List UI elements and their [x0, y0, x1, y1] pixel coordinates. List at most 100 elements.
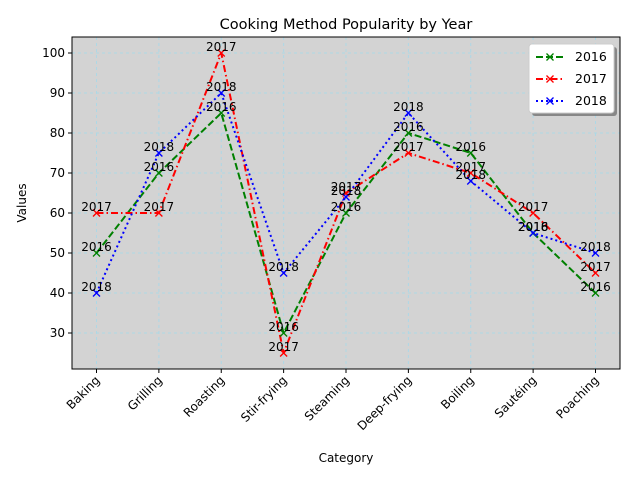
chart-title: Cooking Method Popularity by Year: [220, 17, 473, 33]
data-label-2017: 2017: [455, 160, 486, 174]
data-label-2016: 2016: [268, 320, 299, 334]
data-label-2018: 2018: [331, 184, 362, 198]
data-label-2016: 2016: [331, 200, 362, 214]
data-point-2018: [342, 193, 350, 201]
data-point-2016: [154, 169, 163, 177]
data-point-2018: [92, 289, 101, 297]
data-point-2018: [466, 177, 475, 185]
marker-stroke: [404, 149, 413, 157]
marker-stroke: [342, 209, 350, 217]
data-point-2017: [154, 209, 163, 217]
data-label-2017: 2017: [206, 40, 237, 54]
data-label-2018: 2018: [268, 260, 299, 274]
y-tick-label: 50: [50, 246, 65, 260]
legend-entry-2017: 2017: [575, 71, 607, 86]
marker-stroke: [466, 149, 475, 157]
x-tick-label: Baking: [64, 373, 103, 412]
data-point-2018: [154, 149, 163, 157]
data-point-2016: [92, 249, 101, 257]
marker-stroke: [154, 209, 163, 217]
marker-stroke: [217, 49, 226, 57]
y-tick-label: 70: [50, 166, 65, 180]
data-label-2017: 2017: [331, 180, 362, 194]
y-tick-label: 80: [50, 126, 65, 140]
data-label-2016: 2016: [393, 120, 424, 134]
y-tick-label: 100: [42, 46, 65, 60]
data-label-2018: 2018: [144, 140, 175, 154]
data-label-2016: 2016: [580, 280, 611, 294]
legend-marker: [546, 97, 554, 105]
data-label-2017: 2017: [580, 260, 611, 274]
legend-marker: [546, 53, 554, 61]
data-label-2016: 2016: [144, 160, 175, 174]
data-point-2018: [529, 229, 538, 237]
data-labels: 2016 2016 2016 2016 2016 2016 2016 2016 2016 2017…: [81, 40, 611, 354]
marker-stroke: [591, 269, 600, 277]
data-point-2017: [529, 209, 538, 217]
data-label-2017: 2017: [393, 140, 424, 154]
marker-stroke: [279, 329, 288, 337]
data-point-2017: [466, 169, 475, 177]
x-tick-label: Stir-frying: [238, 373, 290, 425]
data-label-2018: 2018: [580, 240, 611, 254]
legend: 2016 2017 2018: [528, 43, 617, 116]
legend-entry-2018: 2018: [575, 93, 607, 108]
x-tick-label: Steaming: [302, 373, 352, 423]
y-tick-label: 30: [50, 326, 65, 340]
marker-stroke: [591, 249, 600, 257]
marker-stroke: [404, 109, 413, 117]
x-tick-label: Sautéing: [492, 373, 540, 421]
marker-stroke: [591, 289, 600, 297]
data-point-2018: [217, 89, 226, 97]
data-label-2016: 2016: [81, 240, 112, 254]
y-tick-label: 60: [50, 206, 65, 220]
marker-stroke: [92, 289, 101, 297]
x-tick-label: Grilling: [125, 373, 165, 413]
y-tick-label: 90: [50, 86, 65, 100]
marker-stroke: [154, 149, 163, 157]
x-axis: Baking Grilling Roasting Stir-frying Steamin…: [64, 369, 602, 433]
y-axis: 30 40 50 60 70 80 90 100: [42, 46, 72, 340]
data-point-2018: [279, 269, 288, 277]
data-point-2017: [404, 149, 413, 157]
data-point-2016: [591, 289, 600, 297]
data-point-2016: [342, 209, 350, 217]
y-tick-label: 40: [50, 286, 65, 300]
data-label-2018: 2018: [455, 168, 486, 182]
data-label-2016: 2016: [206, 100, 237, 114]
data-point-2017: [92, 209, 101, 217]
marker-stroke: [92, 209, 101, 217]
marker-stroke: [342, 193, 350, 201]
data-label-2017: 2017: [144, 200, 175, 214]
marker-stroke: [217, 109, 226, 117]
marker-stroke: [279, 349, 288, 357]
data-label-2018: 2018: [81, 280, 112, 294]
legend-marker: [546, 75, 554, 83]
data-label-2016: 2016: [455, 140, 486, 154]
x-tick-label: Boiling: [438, 373, 477, 412]
marker-stroke: [404, 129, 413, 137]
marker-stroke: [279, 269, 288, 277]
data-label-2017: 2017: [268, 340, 299, 354]
data-label-2017: 2017: [81, 200, 112, 214]
data-point-2016: [404, 129, 413, 137]
marker-stroke: [466, 177, 475, 185]
legend-entry-2016: 2016: [575, 49, 607, 64]
x-tick-label: Poaching: [553, 373, 601, 421]
marker-stroke: [529, 209, 538, 217]
legend-box: [528, 43, 615, 114]
data-point-2018: [591, 249, 600, 257]
series-markers: [92, 49, 600, 357]
data-label-2018: 2018: [206, 80, 237, 94]
data-label-2017: 2017: [518, 200, 549, 214]
data-point-2017: [591, 269, 600, 277]
data-point-2016: [466, 149, 475, 157]
marker-stroke: [466, 169, 475, 177]
data-label-2018: 2018: [393, 100, 424, 114]
data-point-2017: [217, 49, 226, 57]
data-point-2016: [217, 109, 226, 117]
data-point-2017: [279, 349, 288, 357]
y-axis-label: Values: [15, 183, 29, 222]
marker-stroke: [154, 169, 163, 177]
